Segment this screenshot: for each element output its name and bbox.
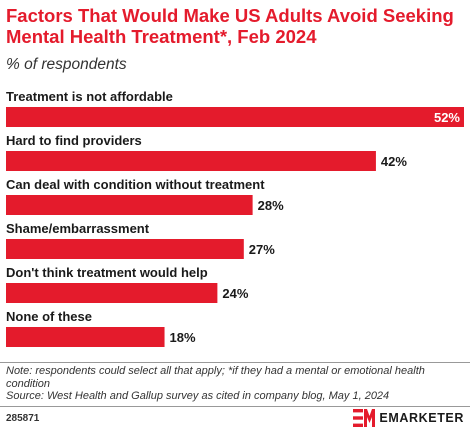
chart-subtitle: % of respondents (6, 56, 127, 73)
bar-chart: Treatment is not affordable 52% Hard to fi… (6, 89, 464, 347)
bar (6, 107, 464, 127)
category-label: None of these (6, 309, 92, 324)
category-label: Don't think treatment would help (6, 265, 208, 280)
brand-name: EMARKETER (379, 411, 464, 425)
bar (6, 195, 253, 215)
source-note: Source: West Health and Gallup survey as… (6, 390, 390, 402)
footer-divider (0, 362, 470, 363)
bar (6, 151, 376, 171)
value-label: 52% (434, 110, 460, 125)
bar (6, 283, 218, 303)
chart-id: 285871 (6, 413, 40, 424)
footnote: Note: respondents could select all that … (6, 365, 425, 390)
category-label: Shame/embarrassment (6, 221, 150, 236)
category-label: Can deal with condition without treatmen… (6, 177, 265, 192)
footer-divider-bottom (0, 406, 470, 407)
value-label: 27% (249, 242, 275, 257)
value-label: 28% (258, 198, 284, 213)
emarketer-logo-icon (353, 409, 376, 427)
category-label: Hard to find providers (6, 133, 142, 148)
value-label: 42% (381, 154, 407, 169)
bar (6, 239, 244, 259)
value-label: 24% (222, 286, 248, 301)
bar (6, 327, 165, 347)
brand-logo: EMARKETER (353, 409, 464, 427)
value-label: 18% (170, 330, 196, 345)
chart-title: Factors That Would Make US Adults Avoid … (6, 5, 454, 47)
category-label: Treatment is not affordable (6, 89, 173, 104)
footer-notes: Note: respondents could select all that … (6, 365, 466, 403)
